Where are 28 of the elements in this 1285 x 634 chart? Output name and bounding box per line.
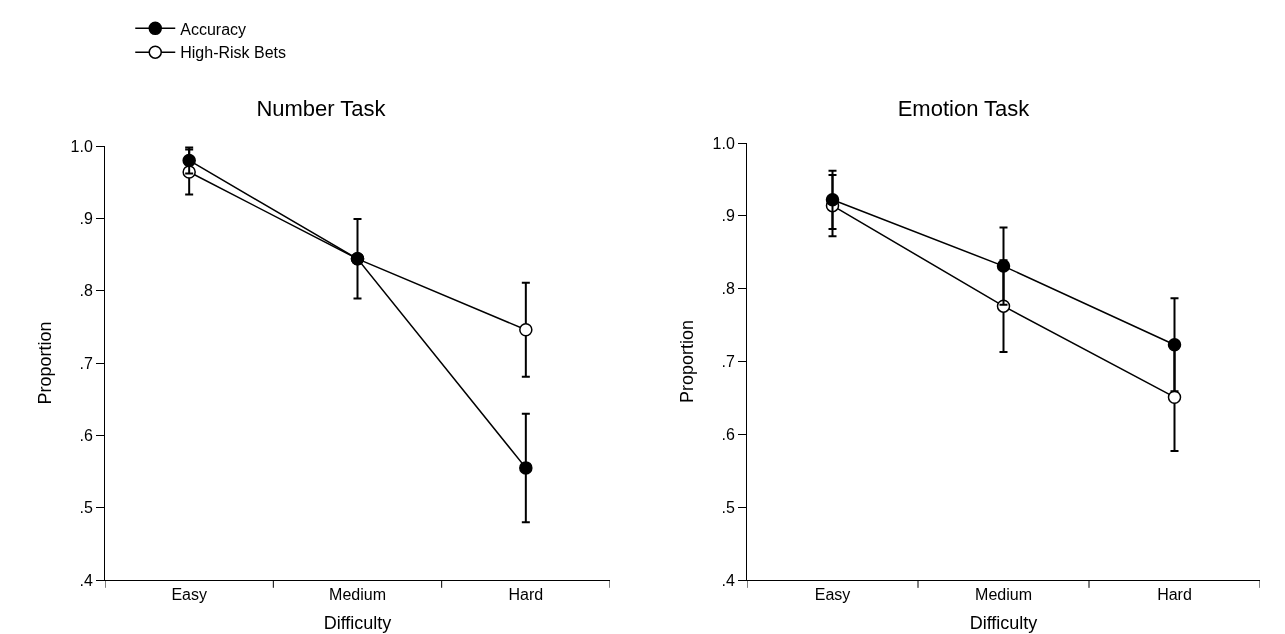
y-tick-label: .6 [79, 426, 93, 444]
y-tick-label: .9 [721, 207, 735, 225]
y-tick-label: .6 [721, 425, 735, 443]
x-tick-label: Hard [1157, 586, 1192, 604]
y-tick-label: .4 [79, 571, 93, 589]
x-tick-label: Easy [171, 586, 207, 604]
y-tick-label: .8 [721, 280, 735, 298]
x-tick-label: Medium [975, 586, 1032, 604]
y-tick-label: 1.0 [70, 137, 93, 155]
y-tick-label: .4 [721, 571, 735, 589]
y-tick-label: .7 [721, 353, 735, 371]
y-tick-label: .5 [721, 498, 735, 516]
x-tick-label: Medium [329, 586, 386, 604]
chart-title: Number Task [256, 95, 387, 121]
x-axis-title: Difficulty [969, 613, 1038, 634]
x-axis-title: Difficulty [323, 613, 392, 634]
y-axis-title: Proportion [34, 321, 55, 405]
y-tick-label: 1.0 [712, 134, 735, 152]
x-tick-label: Easy [814, 586, 851, 604]
x-tick-label: Hard [508, 586, 544, 604]
chart-title: Emotion Task [897, 95, 1031, 121]
y-axis-title: Proportion [676, 319, 697, 404]
y-tick-label: .8 [79, 282, 93, 300]
legend-label: Accuracy [180, 20, 247, 38]
y-tick-label: .9 [79, 209, 93, 227]
legend-label: High-Risk Bets [180, 44, 287, 62]
y-tick-label: .5 [79, 499, 93, 517]
y-tick-label: .7 [79, 354, 93, 372]
